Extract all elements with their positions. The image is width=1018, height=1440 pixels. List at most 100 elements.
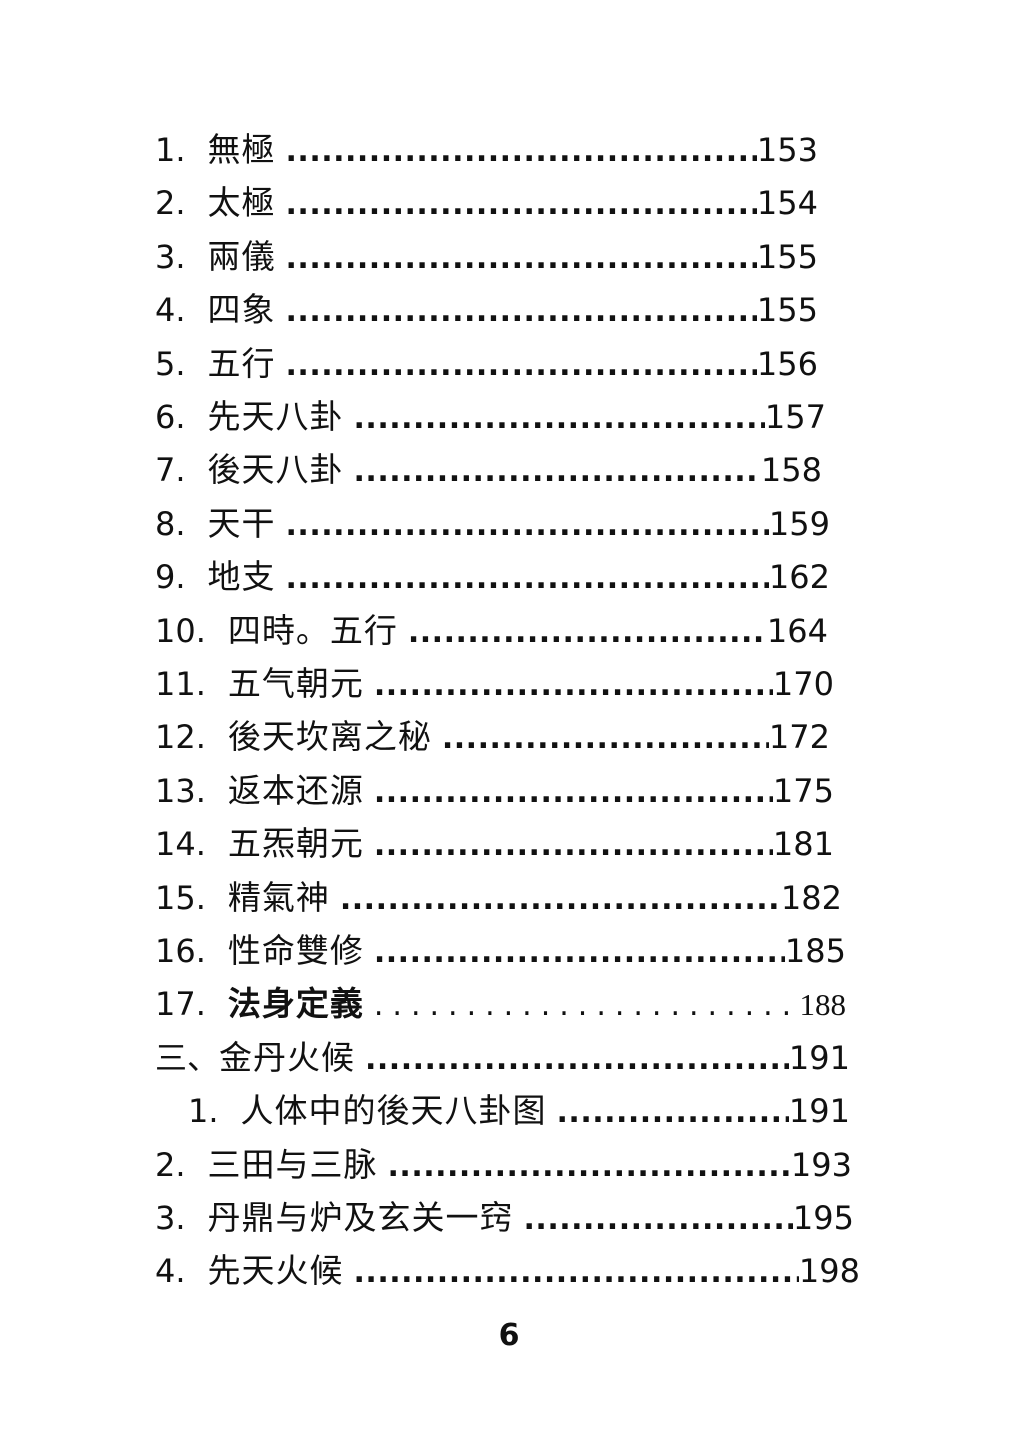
entry-title: 五行 xyxy=(207,343,276,383)
entry-number: 10. xyxy=(155,611,206,650)
toc-entry[interactable]: 4. 先天火候 198 xyxy=(155,1249,860,1293)
entry-number: 13. xyxy=(155,771,206,810)
entry-number: 14. xyxy=(155,825,206,864)
entry-number: 2. xyxy=(155,184,186,223)
entry-title: 四時。五行 xyxy=(227,610,398,650)
dot-leader xyxy=(354,450,761,494)
toc-entry[interactable]: 12. 後天坎离之秘 172 xyxy=(155,715,830,759)
entry-page: 156 xyxy=(756,344,818,383)
entry-title: 性命雙修 xyxy=(227,931,364,970)
entry-title: 五炁朝元 xyxy=(227,824,364,864)
toc-entry[interactable]: 3. 兩儀 155 xyxy=(155,235,818,279)
entry-page: 154 xyxy=(756,184,818,223)
dot-leader xyxy=(365,1038,789,1082)
entry-number: 4. xyxy=(155,1252,186,1291)
dot-leader xyxy=(286,183,757,227)
dot-leader xyxy=(408,611,767,655)
entry-number: 12. xyxy=(155,718,206,757)
dot-leader xyxy=(286,130,757,174)
toc-entry[interactable]: 2. 三田与三脉 193 xyxy=(155,1143,852,1187)
dot-leader xyxy=(286,504,769,548)
entry-page: 158 xyxy=(760,451,822,490)
dot-leader xyxy=(442,717,769,761)
toc-entry[interactable]: 3. 丹鼎与炉及玄关一窍 195 xyxy=(155,1196,854,1240)
toc-entry[interactable]: 8. 天干 159 xyxy=(155,502,830,546)
entry-page: 164 xyxy=(766,611,828,650)
toc-entry[interactable]: 1. 無極 153 xyxy=(155,128,818,172)
entry-number: 2. xyxy=(155,1145,186,1184)
dot-leader xyxy=(354,1251,799,1295)
entry-page: 155 xyxy=(756,291,818,330)
toc-entry[interactable]: 9. 地支 162 xyxy=(155,555,830,599)
toc-entry[interactable]: 4. 四象 155 xyxy=(155,288,818,332)
entry-title: 法身定義 xyxy=(227,984,364,1024)
dot-leader xyxy=(286,290,757,334)
entry-title: 天干 xyxy=(207,503,276,543)
entry-number: 1. xyxy=(155,131,186,169)
entry-page: 155 xyxy=(756,237,818,276)
entry-title: 兩儀 xyxy=(207,236,276,276)
entry-page: 170 xyxy=(772,665,834,703)
entry-page: 182 xyxy=(780,878,842,917)
entry-page: 153 xyxy=(756,131,818,169)
entry-page: 193 xyxy=(790,1145,852,1184)
toc-entry[interactable]: 1. 人体中的後天八卦图 191 xyxy=(188,1089,850,1133)
entry-number: 6. xyxy=(155,398,186,436)
entry-number: 3. xyxy=(155,1199,186,1237)
toc-entry[interactable]: 6. 先天八卦 157 xyxy=(155,395,826,439)
toc-entry[interactable]: 11. 五气朝元 170 xyxy=(155,662,834,706)
dot-leader xyxy=(374,931,785,975)
entry-title: 先天火候 xyxy=(207,1251,344,1291)
dot-leader xyxy=(340,878,781,922)
dot-leader xyxy=(524,1198,793,1242)
toc-entry[interactable]: 10. 四時。五行 164 xyxy=(155,609,828,653)
entry-title: 人体中的後天八卦图 xyxy=(240,1091,547,1131)
toc-entry[interactable]: 三、金丹火候 191 xyxy=(155,1036,850,1080)
entry-page: 191 xyxy=(788,1038,850,1077)
entry-title: 三田与三脉 xyxy=(207,1144,378,1184)
entry-title: 丹鼎与炉及玄关一窍 xyxy=(207,1198,514,1237)
dot-leader xyxy=(286,557,769,601)
dot-leader xyxy=(374,984,794,1028)
entry-number: 三、 xyxy=(155,1038,220,1077)
entry-page: 159 xyxy=(768,504,830,543)
toc-entry[interactable]: 2. 太極 154 xyxy=(155,181,818,225)
entry-number: 11. xyxy=(155,665,206,703)
entry-title: 地支 xyxy=(207,557,276,597)
entry-number: 7. xyxy=(155,451,186,490)
entry-title: 後天坎离之秘 xyxy=(227,717,432,757)
dot-leader xyxy=(557,1091,789,1135)
entry-number: 16. xyxy=(155,932,206,970)
toc-entry[interactable]: 7. 後天八卦 158 xyxy=(155,448,822,492)
toc-entry[interactable]: 15. 精氣神 182 xyxy=(155,876,842,920)
entry-title: 精氣神 xyxy=(227,877,330,917)
entry-number: 17. xyxy=(155,985,206,1024)
entry-page: 162 xyxy=(768,558,830,597)
entry-page: 195 xyxy=(792,1199,854,1237)
entry-number: 3. xyxy=(155,237,186,276)
toc-entry[interactable]: 5. 五行 156 xyxy=(155,342,818,386)
toc-entry[interactable]: 17. 法身定義 188 xyxy=(155,982,846,1026)
entry-title: 金丹火候 xyxy=(219,1037,356,1077)
entry-page: 181 xyxy=(772,825,834,864)
dot-leader xyxy=(374,771,773,815)
entry-number: 5. xyxy=(155,344,186,383)
toc-entry[interactable]: 13. 返本还源 175 xyxy=(155,769,834,813)
toc-entry[interactable]: 14. 五炁朝元 181 xyxy=(155,822,834,866)
entry-page: 172 xyxy=(768,718,830,757)
entry-page: 157 xyxy=(764,398,826,436)
toc-entry[interactable]: 16. 性命雙修 185 xyxy=(155,929,846,973)
entry-number: 15. xyxy=(155,878,206,917)
dot-leader xyxy=(388,1145,791,1189)
dot-leader xyxy=(354,397,765,441)
page-number: 6 xyxy=(498,1318,520,1353)
entry-title: 返本还源 xyxy=(227,770,364,810)
entry-title: 先天八卦 xyxy=(207,397,344,436)
entry-title: 四象 xyxy=(207,290,276,330)
entry-number: 8. xyxy=(155,504,186,543)
dot-leader xyxy=(374,824,773,868)
entry-title: 太極 xyxy=(207,183,276,223)
entry-number: 4. xyxy=(155,291,186,330)
entry-page: 188 xyxy=(799,987,847,1023)
entry-number: 9. xyxy=(155,558,186,597)
